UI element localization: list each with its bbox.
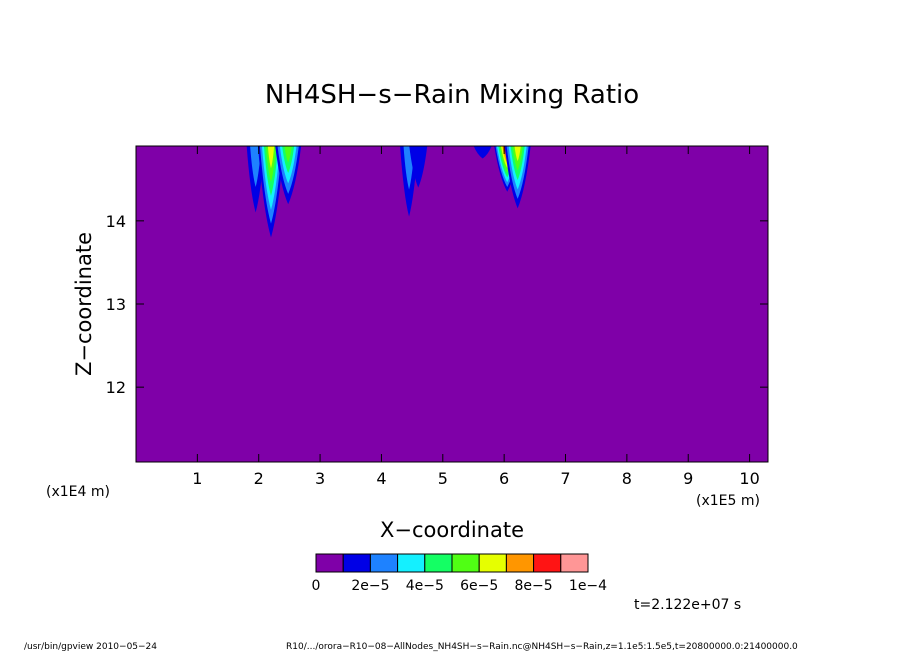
colorbar-label: 8e−5	[515, 578, 553, 594]
footer-right: R10/.../orora−R10−08−AllNodes_NH4SH−s−Ra…	[286, 642, 798, 652]
colorbar-swatch	[397, 553, 426, 573]
x-tick-label: 10	[739, 469, 759, 488]
contour-level	[284, 146, 292, 163]
contour-feature	[473, 146, 492, 159]
x-tick-label: 9	[683, 469, 693, 488]
x-unit-label: (x1E5 m)	[696, 493, 760, 509]
y-axis-ticks: 12 13 14	[106, 212, 768, 397]
x-tick-label: 5	[438, 469, 448, 488]
colorbar-swatch	[505, 553, 535, 573]
y-unit-label: (x1E4 m)	[46, 484, 110, 500]
colorbar-labels: 0 2e−5 4e−5 6e−5 8e−5 1e−4	[312, 578, 608, 594]
x-axis-ticks: 1 2 3 4 5 6 7 8 9 10	[192, 146, 760, 488]
colorbar-swatch	[451, 553, 480, 573]
x-tick-label: 8	[622, 469, 632, 488]
y-tick-label: 12	[106, 378, 126, 397]
x-axis-label: X−coordinate	[380, 518, 524, 542]
colorbar-label: 6e−5	[460, 578, 498, 594]
colorbar-swatch	[369, 553, 399, 573]
colorbar-swatch	[424, 553, 453, 573]
x-tick-label: 7	[560, 469, 570, 488]
colorbar-label: 2e−5	[351, 578, 389, 594]
plot-background	[136, 146, 768, 462]
x-tick-label: 1	[192, 469, 202, 488]
x-tick-label: 6	[499, 469, 509, 488]
colorbar-label: 4e−5	[406, 578, 444, 594]
contour-feature	[275, 146, 302, 205]
contour-features	[246, 146, 531, 238]
contour-level	[409, 146, 428, 188]
x-tick-label: 3	[315, 469, 325, 488]
contour-feature	[504, 146, 531, 209]
time-label: t=2.122e+07 s	[634, 597, 741, 613]
chart-title: NH4SH−s−Rain Mixing Ratio	[265, 80, 639, 110]
contour-level	[514, 146, 521, 162]
colorbar-swatch	[533, 553, 562, 573]
y-tick-label: 14	[106, 212, 126, 231]
contour-feature	[409, 146, 428, 188]
y-axis-label: Z−coordinate	[72, 232, 96, 376]
y-tick-label: 13	[106, 295, 126, 314]
contour-feature	[257, 146, 284, 238]
colorbar-swatch	[560, 553, 589, 573]
colorbar-swatch	[342, 553, 371, 573]
contour-level	[267, 146, 275, 169]
colorbar-swatch	[315, 553, 344, 573]
colorbar-label: 0	[312, 578, 321, 594]
colorbar	[315, 553, 589, 573]
contour-level	[473, 146, 492, 159]
x-tick-label: 2	[254, 469, 264, 488]
footer-left: /usr/bin/gpview 2010−05−24	[24, 642, 158, 652]
contour-level	[250, 146, 262, 187]
x-tick-label: 4	[376, 469, 386, 488]
colorbar-label: 1e−4	[569, 578, 607, 594]
colorbar-swatch	[478, 553, 507, 573]
